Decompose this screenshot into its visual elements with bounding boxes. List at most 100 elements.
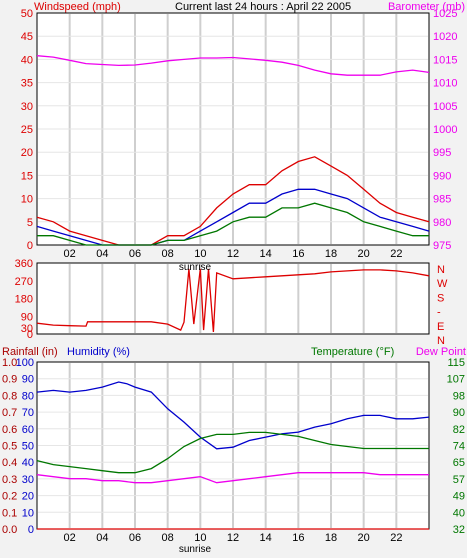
wind-tick-label: 0 xyxy=(27,240,33,252)
chart-title: Current last 24 hours : April 22 2005 xyxy=(175,1,351,13)
hour-tick-label: 16 xyxy=(292,532,304,544)
humidity-tick-label: 10 xyxy=(22,507,34,519)
hour-tick-label: 12 xyxy=(227,532,239,544)
rainfall-tick-label: 0.3 xyxy=(2,474,17,486)
rainfall-axis-label: Rainfall (in) xyxy=(2,346,58,358)
wind-tick-label: 40 xyxy=(21,54,33,66)
wind-tick-label: 20 xyxy=(21,147,33,159)
direction-tick-label: 30 xyxy=(21,323,33,335)
wind-tick-label: 50 xyxy=(21,8,33,20)
temperature-tick-label: 65 xyxy=(453,457,465,469)
temperature-tick-label: 49 xyxy=(453,491,465,503)
barometer-tick-label: 1005 xyxy=(433,101,457,113)
barometer-tick-label: 1020 xyxy=(433,31,457,43)
humidity-tick-label: 90 xyxy=(22,374,34,386)
temperature-tick-label: 57 xyxy=(453,474,465,486)
temperature-line xyxy=(36,431,429,474)
humidity-axis-label: Humidity (%) xyxy=(67,346,130,358)
hour-tick-label: 02 xyxy=(64,532,76,544)
series-layer xyxy=(36,55,430,530)
humidity-line xyxy=(36,381,430,450)
dewpoint-axis-label: Dew Point xyxy=(416,346,466,358)
direction-tick-label: 180 xyxy=(15,294,33,306)
hour-tick-label: 14 xyxy=(260,248,272,260)
compass-label: W xyxy=(437,278,448,290)
rainfall-tick-label: 0.7 xyxy=(2,407,17,419)
hour-tick-label: 16 xyxy=(292,248,304,260)
humidity-tick-label: 40 xyxy=(22,457,34,469)
hour-tick-label: 20 xyxy=(358,532,370,544)
barometer-tick-label: 1010 xyxy=(433,78,457,90)
compass-label: S xyxy=(437,292,444,304)
compass-label: E xyxy=(437,321,444,333)
hour-tick-label: 18 xyxy=(325,248,337,260)
temperature-tick-label: 115 xyxy=(447,357,465,369)
barometer-tick-label: 995 xyxy=(433,147,451,159)
hour-tick-label: 22 xyxy=(390,248,402,260)
wind-tick-label: 25 xyxy=(21,124,33,136)
humidity-tick-label: 80 xyxy=(22,390,34,402)
wind-tick-label: 30 xyxy=(21,101,33,113)
temperature-tick-label: 107 xyxy=(447,374,465,386)
temperature-tick-label: 90 xyxy=(453,407,465,419)
humidity-tick-label: 50 xyxy=(22,441,34,453)
hour-tick-label: 06 xyxy=(129,248,141,260)
temperature-tick-label: 40 xyxy=(453,507,465,519)
barometer-tick-label: 1015 xyxy=(433,54,457,66)
rainfall-tick-label: 0.4 xyxy=(2,457,17,469)
wind-tick-label: 10 xyxy=(21,194,33,206)
wind-gust-line xyxy=(36,156,430,246)
hour-tick-label: 14 xyxy=(260,532,272,544)
compass-label: N xyxy=(437,335,445,347)
wind-tick-label: 35 xyxy=(21,78,33,90)
hour-tick-label: 04 xyxy=(96,248,108,260)
humidity-tick-label: 70 xyxy=(22,407,34,419)
hour-tick-label: 10 xyxy=(194,248,206,260)
barometer-tick-label: 1000 xyxy=(433,124,457,136)
barometer-tick-label: 985 xyxy=(433,194,451,206)
wind-tick-label: 45 xyxy=(21,31,33,43)
hour-tick-label: 02 xyxy=(64,248,76,260)
compass-label: - xyxy=(437,307,441,319)
direction-tick-label: 90 xyxy=(21,311,33,323)
rainfall-tick-label: 0.8 xyxy=(2,390,17,402)
hour-tick-label: 08 xyxy=(162,532,174,544)
direction-tick-label: 270 xyxy=(15,276,33,288)
hour-tick-label: 08 xyxy=(162,248,174,260)
rainfall-tick-label: 1.0 xyxy=(2,357,17,369)
wind-direction-line xyxy=(36,268,430,333)
sunrise-label-top: sunrise xyxy=(179,262,212,273)
wind-low-line xyxy=(37,202,429,246)
rainfall-tick-label: 0.1 xyxy=(2,507,17,519)
rainfall-tick-label: 0.6 xyxy=(2,424,17,436)
rainfall-tick-label: 0.9 xyxy=(2,374,17,386)
rainfall-tick-label: 0.2 xyxy=(2,491,17,503)
barometer-line xyxy=(36,55,430,76)
humidity-tick-label: 60 xyxy=(22,424,34,436)
humidity-tick-label: 100 xyxy=(16,357,34,369)
barometer-tick-label: 990 xyxy=(433,170,451,182)
axis-label-layer: 0510152025303540455097598098599099510001… xyxy=(2,8,465,544)
humidity-tick-label: 20 xyxy=(22,491,34,503)
hour-tick-label: 10 xyxy=(194,532,206,544)
direction-tick-label: 360 xyxy=(15,258,33,270)
rainfall-tick-label: 0.5 xyxy=(2,441,17,453)
hour-tick-label: 12 xyxy=(227,248,239,260)
hour-tick-label: 04 xyxy=(96,532,108,544)
compass-label: N xyxy=(437,264,445,276)
hour-tick-label: 22 xyxy=(390,532,402,544)
temperature-tick-label: 98 xyxy=(453,390,465,402)
barometer-axis-label: Barometer (mb) xyxy=(388,1,465,13)
temperature-tick-label: 74 xyxy=(453,441,465,453)
temperature-axis-label: Temperature (°F) xyxy=(311,346,394,358)
dewpoint-line xyxy=(36,472,429,484)
barometer-tick-label: 1025 xyxy=(433,8,457,20)
barometer-tick-label: 980 xyxy=(433,217,451,229)
rainfall-tick-label: 0.0 xyxy=(2,524,17,536)
temperature-tick-label: 32 xyxy=(453,524,465,536)
sunrise-label-bottom: sunrise xyxy=(179,544,212,555)
hour-tick-label: 18 xyxy=(325,532,337,544)
direction-tick-label: 0 xyxy=(27,329,33,341)
wind-tick-label: 5 xyxy=(27,217,33,229)
